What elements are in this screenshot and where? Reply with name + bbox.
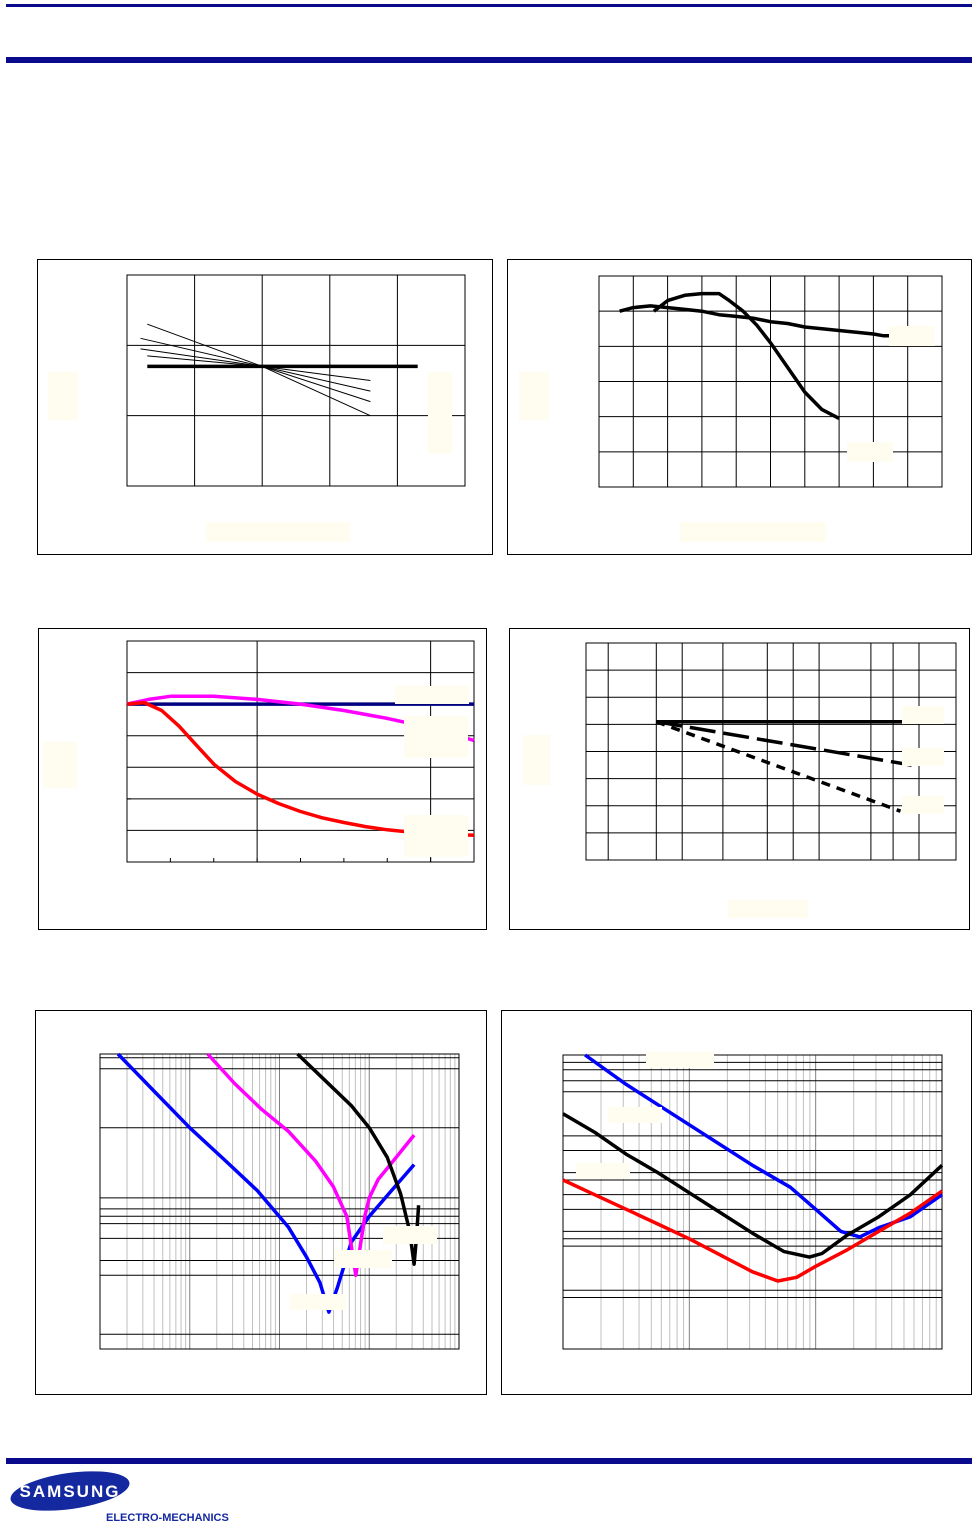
top-rule-thick (6, 57, 972, 63)
series-line-1 (116, 1052, 416, 1314)
bottom-rule (6, 1458, 972, 1464)
label-box (404, 716, 468, 758)
chart-6 (562, 1053, 944, 1350)
label-box (428, 372, 452, 454)
series-line-3 (140, 337, 371, 403)
logo-brand: SAMSUNG (20, 1482, 121, 1501)
series-line-2 (147, 323, 371, 417)
label-box (383, 1226, 437, 1244)
series-line-2 (206, 1052, 416, 1278)
label-box (334, 1250, 392, 1268)
series-line-3 (655, 720, 902, 813)
logo-division: ELECTRO-MECHANICS (106, 1512, 229, 1524)
series-line-1 (619, 304, 929, 338)
label-box (902, 706, 944, 724)
label-box (680, 522, 826, 542)
label-box (404, 815, 468, 857)
label-box (43, 742, 77, 788)
series-line-4 (140, 348, 371, 392)
plot-border (598, 275, 943, 488)
series-line-2 (656, 719, 912, 767)
chart-4 (585, 642, 957, 861)
plot-border (562, 1054, 943, 1350)
chart-2 (598, 275, 943, 488)
label-box (889, 326, 935, 346)
series-line-2 (562, 1112, 944, 1259)
series-line-2 (652, 291, 840, 420)
label-box (206, 522, 350, 542)
label-box (48, 372, 78, 420)
label-box (519, 372, 549, 420)
label-box (847, 442, 893, 462)
plot-border (585, 642, 957, 861)
chart-frame-3 (38, 628, 487, 930)
plot-border (126, 274, 466, 487)
top-rule-thin (6, 4, 972, 7)
label-box (646, 1052, 714, 1068)
label-box (902, 796, 944, 814)
samsung-logo: SAMSUNG ELECTRO-MECHANICS (10, 1471, 229, 1524)
logo-ellipse (10, 1471, 130, 1511)
label-box (902, 748, 944, 766)
label-box (728, 900, 808, 918)
chart-frame-6 (501, 1010, 972, 1395)
chart-5 (99, 1052, 460, 1350)
label-box (290, 1294, 346, 1310)
label-box (395, 686, 469, 704)
chart-1 (126, 274, 466, 487)
series-line-3 (296, 1052, 421, 1266)
label-box (523, 735, 551, 785)
label-box (608, 1107, 662, 1123)
series-line-3 (562, 1178, 943, 1283)
label-boxes (43, 326, 944, 1310)
series-line-5 (147, 355, 371, 381)
plot-border (99, 1053, 460, 1350)
label-box (576, 1163, 630, 1179)
chart-frame-1 (37, 259, 493, 555)
